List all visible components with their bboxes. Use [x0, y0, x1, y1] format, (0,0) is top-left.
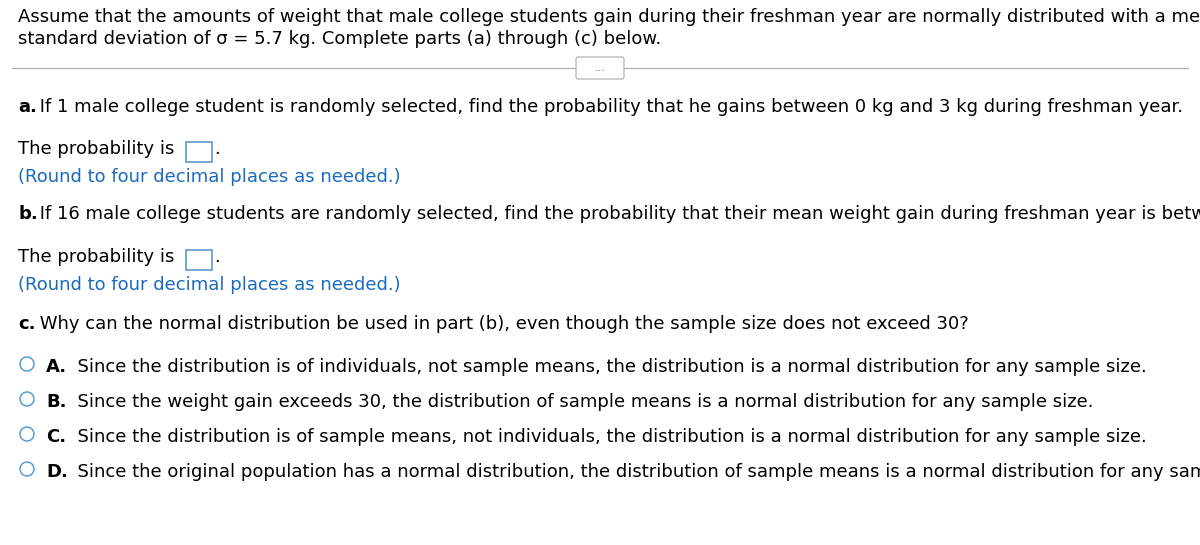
- Text: A.: A.: [46, 358, 67, 376]
- FancyBboxPatch shape: [186, 250, 212, 270]
- Text: Why can the normal distribution be used in part (b), even though the sample size: Why can the normal distribution be used …: [34, 315, 968, 333]
- Text: D.: D.: [46, 463, 68, 481]
- Text: If 16 male college students are randomly selected, find the probability that the: If 16 male college students are randomly…: [34, 205, 1200, 223]
- Text: Since the distribution is of sample means, not individuals, the distribution is : Since the distribution is of sample mean…: [66, 428, 1147, 446]
- Text: The probability is: The probability is: [18, 248, 174, 266]
- Text: (Round to four decimal places as needed.): (Round to four decimal places as needed.…: [18, 168, 401, 186]
- Text: b.: b.: [18, 205, 37, 223]
- Text: Since the distribution is of individuals, not sample means, the distribution is : Since the distribution is of individuals…: [66, 358, 1147, 376]
- Circle shape: [20, 462, 34, 476]
- Text: The probability is: The probability is: [18, 140, 174, 158]
- Circle shape: [20, 357, 34, 371]
- Text: (Round to four decimal places as needed.): (Round to four decimal places as needed.…: [18, 276, 401, 294]
- Text: .: .: [214, 140, 220, 158]
- Circle shape: [20, 392, 34, 406]
- Text: a.: a.: [18, 98, 37, 116]
- FancyBboxPatch shape: [186, 142, 212, 162]
- Text: standard deviation of σ = 5.7 kg. Complete parts (a) through (c) below.: standard deviation of σ = 5.7 kg. Comple…: [18, 30, 661, 48]
- Text: .: .: [214, 248, 220, 266]
- FancyBboxPatch shape: [576, 57, 624, 79]
- Text: B.: B.: [46, 393, 66, 411]
- Text: Since the weight gain exceeds 30, the distribution of sample means is a normal d: Since the weight gain exceeds 30, the di…: [66, 393, 1093, 411]
- Text: c.: c.: [18, 315, 36, 333]
- Text: C.: C.: [46, 428, 66, 446]
- Text: ...: ...: [594, 63, 606, 73]
- Text: If 1 male college student is randomly selected, find the probability that he gai: If 1 male college student is randomly se…: [34, 98, 1183, 116]
- Circle shape: [20, 427, 34, 441]
- Text: Since the original population has a normal distribution, the distribution of sam: Since the original population has a norm…: [66, 463, 1200, 481]
- Text: Assume that the amounts of weight that male college students gain during their f: Assume that the amounts of weight that m…: [18, 8, 1200, 26]
